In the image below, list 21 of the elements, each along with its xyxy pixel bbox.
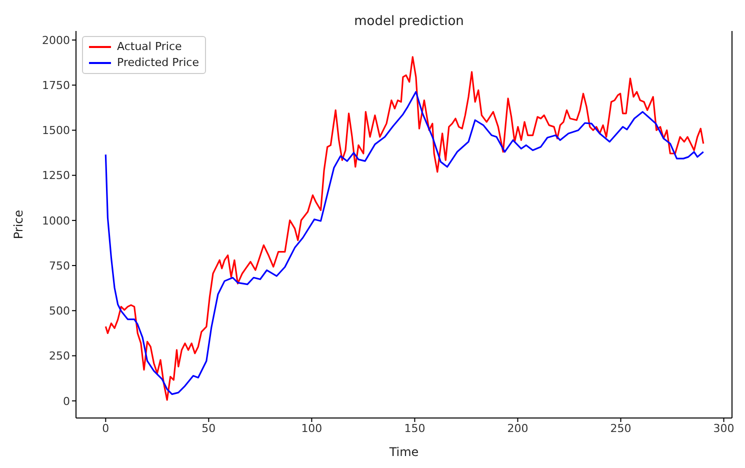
y-tick-label: 0 [63,394,70,408]
x-tick-label: 50 [202,422,216,435]
y-tick-label: 250 [49,350,70,363]
y-axis-title: Price [11,210,26,240]
x-tick-label: 200 [507,422,528,435]
x-tick-label: 150 [404,422,426,435]
x-tick-label: 250 [610,422,632,435]
legend-label: Predicted Price [116,55,199,71]
x-tick-label: 300 [713,422,734,435]
y-tick-label: 500 [49,304,70,318]
y-tick-label: 750 [49,259,70,272]
x-tick-label: 100 [301,422,322,435]
y-tick-label: 2000 [42,34,70,47]
legend-label: Actual Price [116,39,183,55]
chart-title: model prediction [354,14,464,29]
x-axis-title: Time [388,445,419,459]
y-tick-label: 1250 [42,169,70,182]
y-tick-label: 1500 [42,124,70,138]
y-tick-label: 1750 [42,79,70,92]
x-tick-label: 0 [102,422,110,435]
y-tick-label: 1000 [42,214,70,228]
